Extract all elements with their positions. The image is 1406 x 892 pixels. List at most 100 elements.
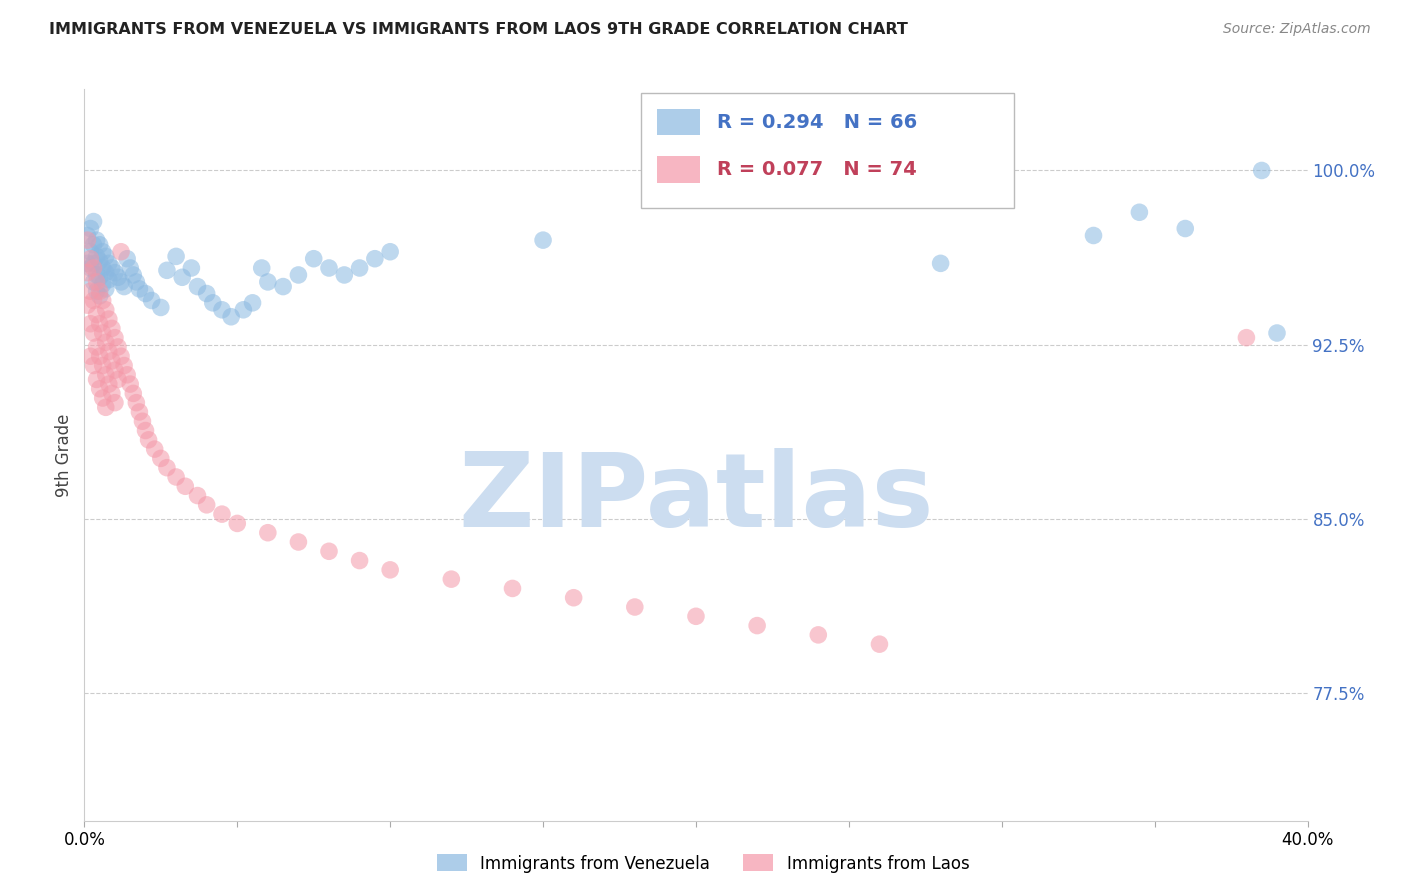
FancyBboxPatch shape [657,109,700,136]
Point [79,244,101,259]
Point [94,302,117,317]
Point [120,260,142,275]
Point [91,359,114,373]
Point [110,275,132,289]
Point [94,368,117,382]
Point [685,609,707,624]
Point [83,214,105,228]
Point [83,260,105,275]
Point [156,460,179,475]
Point [1128,205,1150,219]
Point [149,301,172,315]
Point [76,233,98,247]
Point [180,260,202,275]
Text: R = 0.077   N = 74: R = 0.077 N = 74 [717,161,917,179]
Point [79,252,101,266]
Point [83,275,105,289]
Point [1265,326,1288,340]
Point [110,349,132,363]
Point [115,368,138,382]
Point [869,637,891,651]
Point [83,237,105,252]
Point [287,268,309,282]
Point [94,335,117,350]
Point [76,256,98,270]
Point [86,372,108,386]
Point [131,414,153,428]
Point [89,254,111,268]
Point [1236,331,1258,345]
Point [83,359,105,373]
Point [502,582,524,596]
Point [135,424,157,438]
Point [110,244,132,259]
Point [143,442,166,456]
Point [76,266,98,280]
Text: Source: ZipAtlas.com: Source: ZipAtlas.com [1223,22,1371,37]
Point [135,286,157,301]
Point [86,249,108,263]
Point [349,553,371,567]
Point [107,270,129,285]
Point [79,349,101,363]
Point [747,618,769,632]
Point [89,289,111,303]
FancyBboxPatch shape [641,93,1014,209]
Point [97,377,120,392]
Point [318,544,340,558]
Point [89,382,111,396]
Point [91,277,114,292]
Point [562,591,585,605]
Point [101,354,124,368]
Point [115,252,138,266]
Point [929,256,952,270]
Point [186,489,208,503]
Point [94,401,117,415]
Point [211,507,233,521]
Point [174,479,197,493]
Point [250,260,273,275]
Point [107,340,129,354]
Point [318,260,340,275]
Point [257,275,280,289]
Point [201,295,224,310]
Point [165,249,187,263]
Point [86,284,108,298]
Point [76,228,98,243]
Point [211,302,233,317]
Point [380,244,402,259]
Point [91,293,114,308]
Point [104,331,127,345]
Point [91,326,114,340]
Point [165,470,187,484]
Point [94,266,117,280]
Point [302,252,325,266]
Point [125,395,148,409]
Point [86,308,108,322]
Point [86,233,108,247]
Text: R = 0.294   N = 66: R = 0.294 N = 66 [717,112,917,132]
Point [364,252,387,266]
Point [86,275,108,289]
Point [91,260,114,275]
Point [1174,221,1197,235]
Point [91,391,114,405]
Point [76,298,98,312]
Point [333,268,356,282]
Point [149,451,172,466]
Point [128,282,150,296]
Point [83,326,105,340]
Point [624,600,647,615]
Point [349,260,371,275]
Point [271,279,294,293]
Point [86,340,108,354]
Point [242,295,264,310]
Point [101,386,124,401]
Point [440,572,463,586]
Point [97,272,120,286]
Point [83,256,105,270]
Point [120,377,142,392]
Point [257,525,280,540]
Text: IMMIGRANTS FROM VENEZUELA VS IMMIGRANTS FROM LAOS 9TH GRADE CORRELATION CHART: IMMIGRANTS FROM VENEZUELA VS IMMIGRANTS … [49,22,908,37]
Point [79,317,101,331]
